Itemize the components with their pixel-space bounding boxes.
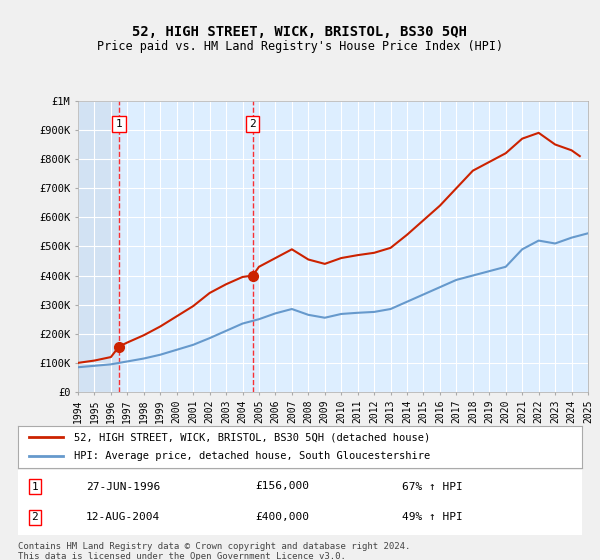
52, HIGH STREET, WICK, BRISTOL, BS30 5QH (detached house) [387, 245, 394, 251]
52, HIGH STREET, WICK, BRISTOL, BS30 5QH (detached house) [239, 274, 246, 281]
52, HIGH STREET, WICK, BRISTOL, BS30 5QH (detached house) [469, 167, 476, 174]
HPI: Average price, detached house, South Gloucestershire: (2.02e+03, 3.6e+05): Average price, detached house, South Glo… [436, 284, 443, 291]
HPI: Average price, detached house, South Gloucestershire: (2.02e+03, 3.85e+05): Average price, detached house, South Glo… [453, 277, 460, 283]
HPI: Average price, detached house, South Gloucestershire: (2.01e+03, 2.72e+05): Average price, detached house, South Glo… [354, 310, 361, 316]
HPI: Average price, detached house, South Gloucestershire: (2e+03, 9e+04): Average price, detached house, South Glo… [91, 362, 98, 369]
52, HIGH STREET, WICK, BRISTOL, BS30 5QH (detached house) [140, 332, 148, 339]
Text: 12-AUG-2004: 12-AUG-2004 [86, 512, 160, 522]
HPI: Average price, detached house, South Gloucestershire: (2.01e+03, 2.75e+05): Average price, detached house, South Glo… [371, 309, 378, 315]
52, HIGH STREET, WICK, BRISTOL, BS30 5QH (detached house) [420, 217, 427, 223]
52, HIGH STREET, WICK, BRISTOL, BS30 5QH (detached house) [371, 249, 378, 256]
52, HIGH STREET, WICK, BRISTOL, BS30 5QH (detached house) [338, 255, 345, 262]
Text: HPI: Average price, detached house, South Gloucestershire: HPI: Average price, detached house, Sout… [74, 451, 431, 461]
Bar [78, 101, 119, 392]
HPI: Average price, detached house, South Gloucestershire: (2e+03, 2.35e+05): Average price, detached house, South Glo… [239, 320, 246, 327]
HPI: Average price, detached house, South Gloucestershire: (2.02e+03, 5.2e+05): Average price, detached house, South Glo… [535, 237, 542, 244]
HPI: Average price, detached house, South Gloucestershire: (2.02e+03, 4.15e+05): Average price, detached house, South Glo… [485, 268, 493, 274]
Text: 1: 1 [32, 482, 38, 492]
52, HIGH STREET, WICK, BRISTOL, BS30 5QH (detached house) [485, 158, 493, 165]
52, HIGH STREET, WICK, BRISTOL, BS30 5QH (detached house) [436, 202, 443, 209]
52, HIGH STREET, WICK, BRISTOL, BS30 5QH (detached house) [403, 231, 410, 238]
HPI: Average price, detached house, South Gloucestershire: (2e+03, 2.5e+05): Average price, detached house, South Glo… [256, 316, 263, 323]
HPI: Average price, detached house, South Gloucestershire: (2.01e+03, 2.68e+05): Average price, detached house, South Glo… [338, 311, 345, 318]
52, HIGH STREET, WICK, BRISTOL, BS30 5QH (detached house) [91, 357, 98, 364]
Text: £156,000: £156,000 [255, 482, 309, 492]
52, HIGH STREET, WICK, BRISTOL, BS30 5QH (detached house) [576, 153, 583, 160]
HPI: Average price, detached house, South Gloucestershire: (2e+03, 9.5e+04): Average price, detached house, South Glo… [107, 361, 115, 368]
Text: 52, HIGH STREET, WICK, BRISTOL, BS30 5QH: 52, HIGH STREET, WICK, BRISTOL, BS30 5QH [133, 25, 467, 39]
HPI: Average price, detached house, South Gloucestershire: (2.02e+03, 5.1e+05): Average price, detached house, South Glo… [551, 240, 559, 247]
52, HIGH STREET, WICK, BRISTOL, BS30 5QH (detached house) [190, 303, 197, 310]
Text: Contains HM Land Registry data © Crown copyright and database right 2024.
This d: Contains HM Land Registry data © Crown c… [18, 542, 410, 560]
Text: 1: 1 [116, 119, 122, 129]
52, HIGH STREET, WICK, BRISTOL, BS30 5QH (detached house) [551, 141, 559, 148]
52, HIGH STREET, WICK, BRISTOL, BS30 5QH (detached house) [157, 323, 164, 330]
52, HIGH STREET, WICK, BRISTOL, BS30 5QH (detached house) [223, 281, 230, 288]
52, HIGH STREET, WICK, BRISTOL, BS30 5QH (detached house) [518, 136, 526, 142]
HPI: Average price, detached house, South Gloucestershire: (2.01e+03, 2.85e+05): Average price, detached house, South Glo… [288, 306, 295, 312]
HPI: Average price, detached house, South Gloucestershire: (2.02e+03, 4.9e+05): Average price, detached house, South Glo… [518, 246, 526, 253]
52, HIGH STREET, WICK, BRISTOL, BS30 5QH (detached house) [321, 260, 328, 267]
HPI: Average price, detached house, South Gloucestershire: (2e+03, 1.85e+05): Average price, detached house, South Glo… [206, 335, 213, 342]
HPI: Average price, detached house, South Gloucestershire: (2.02e+03, 5.3e+05): Average price, detached house, South Glo… [568, 234, 575, 241]
HPI: Average price, detached house, South Gloucestershire: (2.01e+03, 2.65e+05): Average price, detached house, South Glo… [305, 311, 312, 318]
Text: £400,000: £400,000 [255, 512, 309, 522]
HPI: Average price, detached house, South Gloucestershire: (2.01e+03, 2.55e+05): Average price, detached house, South Glo… [321, 314, 328, 321]
52, HIGH STREET, WICK, BRISTOL, BS30 5QH (detached house) [107, 354, 115, 361]
HPI: Average price, detached house, South Gloucestershire: (2e+03, 1.15e+05): Average price, detached house, South Glo… [140, 355, 148, 362]
HPI: Average price, detached house, South Gloucestershire: (2e+03, 2.1e+05): Average price, detached house, South Glo… [223, 328, 230, 334]
52, HIGH STREET, WICK, BRISTOL, BS30 5QH (detached house) [305, 256, 312, 263]
Line: HPI: Average price, detached house, South Gloucestershire: HPI: Average price, detached house, Sout… [78, 234, 588, 367]
52, HIGH STREET, WICK, BRISTOL, BS30 5QH (detached house) [173, 313, 181, 320]
52, HIGH STREET, WICK, BRISTOL, BS30 5QH (detached house) [124, 339, 131, 346]
HPI: Average price, detached house, South Gloucestershire: (2e+03, 1.62e+05): Average price, detached house, South Glo… [190, 342, 197, 348]
HPI: Average price, detached house, South Gloucestershire: (2.02e+03, 4.3e+05): Average price, detached house, South Glo… [502, 263, 509, 270]
Text: 52, HIGH STREET, WICK, BRISTOL, BS30 5QH (detached house): 52, HIGH STREET, WICK, BRISTOL, BS30 5QH… [74, 432, 431, 442]
HPI: Average price, detached house, South Gloucestershire: (2.01e+03, 2.85e+05): Average price, detached house, South Glo… [387, 306, 394, 312]
52, HIGH STREET, WICK, BRISTOL, BS30 5QH (detached house) [354, 252, 361, 259]
HPI: Average price, detached house, South Gloucestershire: (2e+03, 1.28e+05): Average price, detached house, South Glo… [157, 351, 164, 358]
52, HIGH STREET, WICK, BRISTOL, BS30 5QH (detached house) [272, 255, 279, 262]
HPI: Average price, detached house, South Gloucestershire: (2.01e+03, 3.1e+05): Average price, detached house, South Glo… [403, 298, 410, 305]
52, HIGH STREET, WICK, BRISTOL, BS30 5QH (detached house) [74, 360, 82, 366]
Text: 49% ↑ HPI: 49% ↑ HPI [401, 512, 462, 522]
52, HIGH STREET, WICK, BRISTOL, BS30 5QH (detached house) [535, 129, 542, 136]
52, HIGH STREET, WICK, BRISTOL, BS30 5QH (detached house) [249, 272, 256, 279]
Text: Price paid vs. HM Land Registry's House Price Index (HPI): Price paid vs. HM Land Registry's House … [97, 40, 503, 53]
Text: 2: 2 [250, 119, 256, 129]
52, HIGH STREET, WICK, BRISTOL, BS30 5QH (detached house) [568, 147, 575, 153]
52, HIGH STREET, WICK, BRISTOL, BS30 5QH (detached house) [288, 246, 295, 253]
52, HIGH STREET, WICK, BRISTOL, BS30 5QH (detached house) [115, 343, 122, 350]
HPI: Average price, detached house, South Gloucestershire: (2e+03, 1.05e+05): Average price, detached house, South Glo… [124, 358, 131, 365]
Text: 27-JUN-1996: 27-JUN-1996 [86, 482, 160, 492]
52, HIGH STREET, WICK, BRISTOL, BS30 5QH (detached house) [453, 185, 460, 192]
Text: 67% ↑ HPI: 67% ↑ HPI [401, 482, 462, 492]
HPI: Average price, detached house, South Gloucestershire: (2.02e+03, 5.45e+05): Average price, detached house, South Glo… [584, 230, 592, 237]
52, HIGH STREET, WICK, BRISTOL, BS30 5QH (detached house) [256, 263, 263, 270]
52, HIGH STREET, WICK, BRISTOL, BS30 5QH (detached house) [206, 290, 213, 296]
HPI: Average price, detached house, South Gloucestershire: (2.02e+03, 3.35e+05): Average price, detached house, South Glo… [420, 291, 427, 298]
52, HIGH STREET, WICK, BRISTOL, BS30 5QH (detached house) [502, 150, 509, 157]
Text: 2: 2 [32, 512, 38, 522]
HPI: Average price, detached house, South Gloucestershire: (2.02e+03, 4e+05): Average price, detached house, South Glo… [469, 272, 476, 279]
Line: 52, HIGH STREET, WICK, BRISTOL, BS30 5QH (detached house): 52, HIGH STREET, WICK, BRISTOL, BS30 5QH… [78, 133, 580, 363]
HPI: Average price, detached house, South Gloucestershire: (2e+03, 1.45e+05): Average price, detached house, South Glo… [173, 347, 181, 353]
HPI: Average price, detached house, South Gloucestershire: (2.01e+03, 2.7e+05): Average price, detached house, South Glo… [272, 310, 279, 317]
HPI: Average price, detached house, South Gloucestershire: (1.99e+03, 8.5e+04): Average price, detached house, South Glo… [74, 364, 82, 371]
